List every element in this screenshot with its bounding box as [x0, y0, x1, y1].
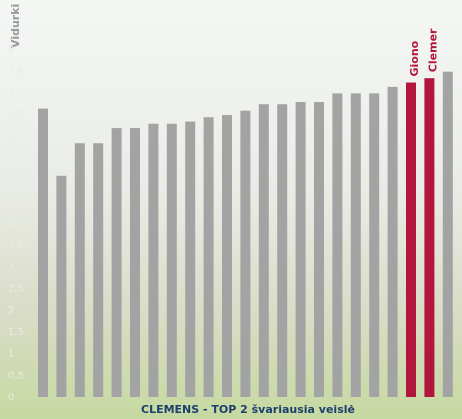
category-label: Giono: [408, 40, 421, 76]
bar: [259, 104, 269, 397]
bar: [222, 115, 232, 397]
bar: [130, 128, 140, 397]
y-tick-label: 3: [8, 262, 14, 273]
bar: [296, 102, 306, 397]
bar: [406, 83, 416, 397]
y-tick-label: 0,5: [8, 370, 24, 381]
bar: [388, 87, 398, 397]
bar: [240, 111, 250, 397]
y-axis-label: Vidurki: [9, 4, 22, 48]
bar: [332, 93, 342, 397]
y-tick-label: 6: [8, 132, 14, 143]
y-tick-label: 3,5: [8, 240, 24, 251]
y-tick-label: 5: [8, 175, 14, 186]
y-tick-label: 7,5: [8, 67, 24, 78]
chart: Vidurki CLEMENS - TOP 2 švariausia veisl…: [0, 0, 462, 419]
bar: [314, 102, 324, 397]
bar: [56, 176, 66, 397]
bar: [443, 72, 453, 397]
bar: [167, 124, 177, 397]
bar: [38, 109, 48, 397]
y-tick-label: 0: [8, 392, 14, 403]
y-tick-label: 4: [8, 219, 14, 230]
bar: [185, 122, 195, 397]
bar: [369, 93, 379, 397]
y-tick-label: 5,5: [8, 153, 24, 164]
y-tick-label: 1: [8, 349, 14, 360]
bar: [351, 93, 361, 397]
y-tick-label: 7: [8, 88, 14, 99]
bar: [75, 143, 85, 397]
bar: [424, 78, 434, 397]
bar: [112, 128, 122, 397]
bar: [148, 124, 158, 397]
bar: [93, 143, 103, 397]
bar: [277, 104, 287, 397]
bar: [204, 117, 214, 397]
y-tick-label: 8: [8, 45, 14, 56]
y-tick-label: 4,5: [8, 197, 24, 208]
category-label: Clemer: [426, 28, 439, 72]
caption: CLEMENS - TOP 2 švariausia veislė: [141, 403, 355, 416]
y-tick-label: 2: [8, 305, 14, 316]
y-tick-label: 6,5: [8, 110, 24, 121]
y-tick-label: 1,5: [8, 327, 24, 338]
y-tick-label: 2,5: [8, 284, 24, 295]
